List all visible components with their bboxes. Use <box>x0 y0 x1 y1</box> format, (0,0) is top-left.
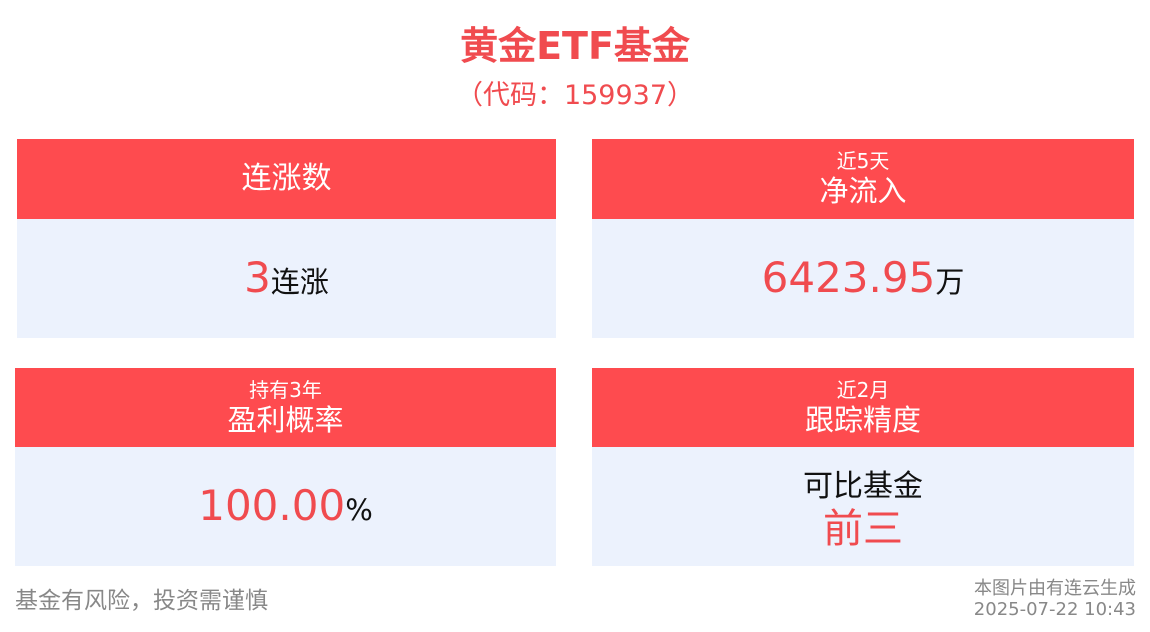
card-streak-header: 连涨数 <box>17 139 556 219</box>
card-profit-prob-unit: % <box>345 493 373 527</box>
card-streak-value: 3 <box>244 253 271 302</box>
card-net-inflow-value: 6423.95 <box>761 253 936 302</box>
card-net-inflow-sublabel: 近5天 <box>836 149 890 173</box>
fund-title: 黄金ETF基金 <box>460 24 690 68</box>
card-streak-label: 连涨数 <box>241 161 332 196</box>
card-tracking-rank: 前三 <box>823 506 903 552</box>
card-tracking-header: 近2月 跟踪精度 <box>592 368 1134 447</box>
card-net-inflow-unit: 万 <box>935 265 965 299</box>
card-net-inflow-header: 近5天 净流入 <box>592 139 1134 219</box>
fund-code: （代码：159937） <box>455 80 695 111</box>
card-profit-prob-body: 100.00% <box>15 447 556 566</box>
card-net-inflow-value-line: 6423.95万 <box>592 253 1134 312</box>
card-tracking-label: 跟踪精度 <box>804 403 921 437</box>
image-credit: 本图片由有连云生成 2025-07-22 10:43 <box>974 578 1136 620</box>
credit-text: 本图片由有连云生成 <box>974 578 1136 599</box>
card-profit-prob: 持有3年 盈利概率 100.00% <box>15 368 556 566</box>
card-profit-prob-value-line: 100.00% <box>15 481 556 540</box>
card-tracking: 近2月 跟踪精度 可比基金 前三 <box>592 368 1134 566</box>
card-streak-body: 3连涨 <box>17 219 556 338</box>
card-tracking-sublabel: 近2月 <box>836 378 890 402</box>
risk-disclaimer: 基金有风险，投资需谨慎 <box>15 588 268 614</box>
card-streak-unit: 连涨 <box>270 265 329 299</box>
credit-timestamp: 2025-07-22 10:43 <box>973 599 1136 620</box>
card-profit-prob-sublabel: 持有3年 <box>249 378 322 402</box>
card-net-inflow-body: 6423.95万 <box>592 219 1134 338</box>
card-net-inflow: 近5天 净流入 6423.95万 <box>592 139 1134 338</box>
card-streak-value-line: 3连涨 <box>17 253 556 312</box>
card-tracking-body: 可比基金 前三 <box>592 447 1134 566</box>
card-streak: 连涨数 3连涨 <box>17 139 556 338</box>
card-profit-prob-value: 100.00 <box>198 481 346 530</box>
card-profit-prob-label: 盈利概率 <box>227 403 344 437</box>
card-profit-prob-header: 持有3年 盈利概率 <box>15 368 556 447</box>
card-net-inflow-label: 净流入 <box>819 174 907 208</box>
card-tracking-comparison: 可比基金 <box>803 469 923 504</box>
